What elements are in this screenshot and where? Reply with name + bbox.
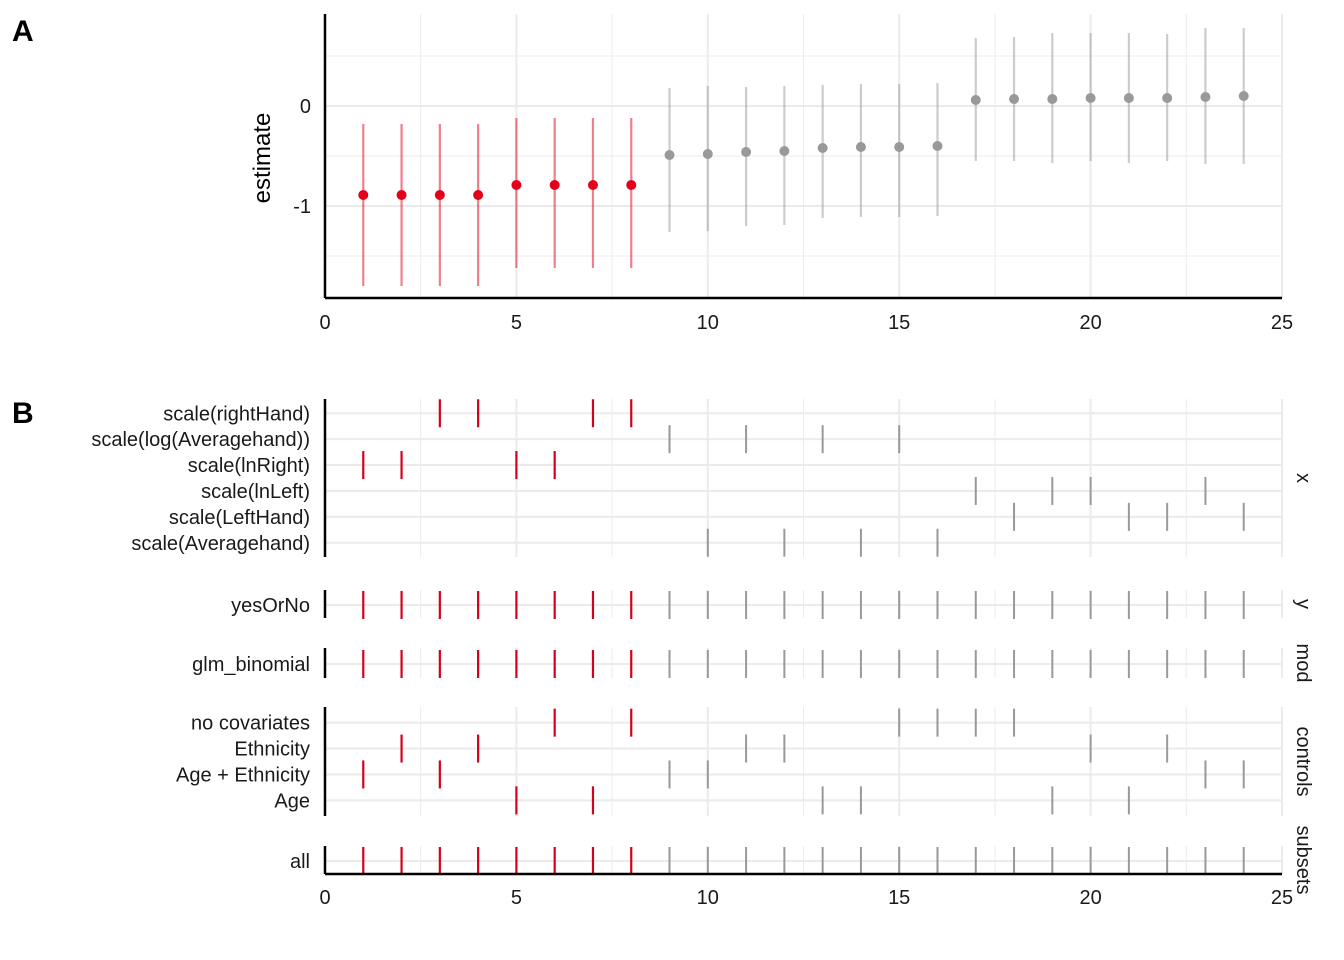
spec-row-label: Age + Ethnicity	[176, 764, 310, 786]
x-tick-label: 15	[888, 887, 910, 909]
facet-strip-label: x	[1292, 473, 1314, 483]
estimate-point	[473, 190, 484, 200]
panel-a-y-axis-label: estimate	[249, 113, 276, 204]
estimate-point	[1047, 94, 1058, 104]
spec-row-label: no covariates	[191, 713, 310, 735]
spec-row-label: scale(LeftHand)	[169, 507, 310, 529]
estimate-point	[434, 190, 445, 200]
panel-b-spec-marks	[362, 399, 1245, 875]
estimate-point	[1009, 94, 1020, 104]
panel-a-estimates	[358, 28, 1249, 286]
spec-row-label: yesOrNo	[231, 595, 310, 617]
panel-a-axes: 0 5 10 15 20 25 0 -1	[293, 14, 1293, 334]
estimate-point	[932, 141, 943, 151]
facet-strip-label: controls	[1292, 726, 1314, 796]
y-tick-label: -1	[293, 196, 311, 218]
estimate-point	[511, 180, 522, 190]
estimate-point	[779, 146, 790, 156]
estimate-point	[1162, 93, 1173, 103]
estimate-point	[664, 150, 675, 160]
estimate-point	[1200, 92, 1211, 102]
estimate-point	[970, 95, 981, 105]
panel-b-gridlines	[324, 399, 1283, 874]
x-tick-label: 10	[697, 312, 719, 334]
estimate-point	[817, 143, 828, 153]
spec-row-label: scale(lnLeft)	[201, 481, 310, 503]
x-tick-label: 5	[511, 312, 522, 334]
panel-b-specification-grid: scale(rightHand) scale(log(Averagehand)) s…	[91, 399, 1314, 909]
estimate-point	[894, 142, 905, 152]
spec-row-label: scale(Averagehand)	[131, 533, 310, 555]
x-tick-label: 25	[1271, 887, 1293, 909]
facet-strip-label: mod	[1292, 644, 1314, 683]
x-tick-label: 0	[319, 312, 330, 334]
panel-b-axes: scale(rightHand) scale(log(Averagehand)) s…	[91, 399, 1314, 909]
estimate-point	[855, 142, 866, 152]
panel-a-gridlines	[324, 14, 1283, 298]
estimate-point	[358, 190, 369, 200]
estimate-point	[626, 180, 637, 190]
spec-row-label: scale(lnRight)	[188, 455, 310, 477]
facet-strip-label: y	[1292, 599, 1314, 609]
estimate-point	[396, 190, 407, 200]
x-tick-label: 0	[319, 887, 330, 909]
estimate-point	[1123, 93, 1134, 103]
x-tick-label: 5	[511, 887, 522, 909]
x-tick-label: 10	[697, 887, 719, 909]
estimate-point	[741, 147, 752, 157]
facet-strip-label: subsets	[1292, 826, 1314, 895]
x-tick-label: 15	[888, 312, 910, 334]
estimate-point	[549, 180, 560, 190]
spec-row-label: all	[290, 851, 310, 873]
x-tick-label: 20	[1079, 887, 1101, 909]
estimate-point	[1085, 93, 1096, 103]
spec-row-label: Ethnicity	[234, 739, 310, 761]
x-tick-label: 25	[1271, 312, 1293, 334]
spec-row-label: Age	[274, 790, 310, 812]
estimate-point	[702, 149, 713, 159]
estimate-point	[587, 180, 598, 190]
spec-row-label: scale(rightHand)	[163, 403, 310, 425]
panel-a-estimate-plot: 0 5 10 15 20 25 0 -1 estimate	[249, 14, 1293, 334]
x-tick-label: 20	[1079, 312, 1101, 334]
estimate-point	[1238, 91, 1249, 101]
y-tick-label: 0	[300, 96, 311, 118]
panel-a-tag: A	[12, 15, 34, 48]
spec-row-label: scale(log(Averagehand))	[91, 429, 310, 451]
spec-row-label: glm_binomial	[192, 654, 310, 676]
panel-b-tag: B	[12, 397, 34, 430]
